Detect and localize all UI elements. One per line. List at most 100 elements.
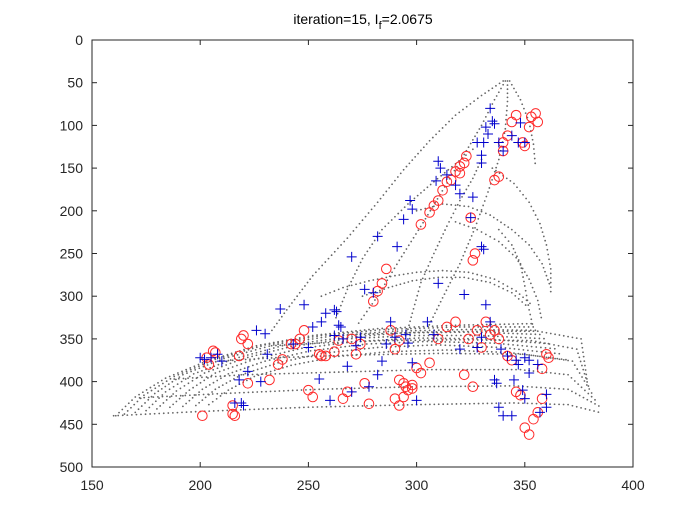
plus-marker [480,122,491,133]
y-tick-label: 300 [60,288,84,304]
mesh-dot [211,400,214,403]
mesh-dot [510,244,513,246]
mesh-dot [320,341,323,344]
mesh-dot [558,358,561,361]
mesh-dot [212,410,215,412]
mesh-dot [515,290,518,292]
mesh-dot [529,125,531,128]
mesh-dot [447,285,450,288]
circle-marker [454,167,466,179]
mesh-dot [531,323,534,325]
mesh-dot [387,339,390,342]
mesh-dot [530,354,533,357]
plus-marker [262,349,273,360]
mesh-dot [313,388,316,391]
mesh-dot [350,284,353,287]
mesh-dot [521,322,524,325]
mesh-dot [449,337,451,340]
mesh-dot [508,250,511,253]
mesh-dot [490,385,493,387]
mesh-dot [181,370,183,373]
mesh-dot [203,372,206,374]
mesh-dot [526,385,529,388]
mesh-dot [375,386,378,389]
mesh-dot [581,346,584,349]
mesh-dot [148,406,151,409]
mesh-dot [389,386,391,389]
mesh-dot [475,330,478,333]
mesh-dot [232,355,234,357]
mesh-dot [229,359,232,361]
mesh-dot [190,411,192,413]
mesh-dot [161,394,164,396]
mesh-dot [586,398,589,401]
mesh-dot [463,205,466,208]
mesh-dot [270,354,273,357]
mesh-dot [538,308,541,310]
mesh-dot [534,162,537,165]
mesh-dot [421,340,424,343]
mesh-dot [316,359,318,362]
mesh-dot [270,344,273,347]
mesh-dot [369,352,372,355]
mesh-dot [121,414,124,417]
mesh-dot [316,340,318,342]
mesh-dot [187,377,189,380]
mesh-dot [407,281,410,283]
mesh-dot [460,328,463,331]
mesh-dot [437,349,439,352]
mesh-dot [535,402,538,405]
mesh-dot [375,404,377,407]
mesh-dot [164,390,167,393]
mesh-dot [236,353,239,356]
mesh-dot [208,383,211,386]
plus-marker [491,378,502,389]
mesh-dot [235,370,238,372]
x-tick-label: 300 [405,477,429,493]
mesh-dot [405,350,408,353]
mesh-dot [185,411,188,414]
mesh-dot [442,403,445,406]
mesh-dot [529,282,532,285]
mesh-dot [499,385,502,387]
mesh-dot [369,353,371,356]
mesh-dot [239,368,242,371]
mesh-dot [430,368,433,371]
mesh-dot [214,388,217,391]
mesh-dot [283,356,286,359]
mesh-dot [309,278,312,281]
mesh-dot [408,331,411,334]
mesh-dot [524,112,527,114]
mesh-dot [464,385,467,388]
mesh-dot [245,351,248,354]
mesh-dot [273,369,276,372]
circle-marker [461,150,472,162]
mesh-dot [339,304,342,307]
plus-marker [496,344,506,355]
mesh-dot [513,182,515,185]
mesh-dot [240,373,243,376]
y-tick-label: 400 [60,374,84,390]
mesh-dot [496,335,499,338]
mesh-dot [156,408,158,410]
mesh-dot [463,224,466,226]
mesh-dot [470,328,472,331]
mesh-dot [498,82,501,85]
mesh-dot [432,326,435,329]
title-suffix: =2.0675 [382,11,433,27]
mesh-dot [489,342,491,344]
mesh-dot [395,326,397,329]
mesh-dot [247,391,250,394]
mesh-dot [390,327,393,329]
mesh-dot [416,194,419,197]
mesh-dot [324,355,326,357]
mesh-dot [455,403,458,405]
mesh-dot [493,328,495,331]
mesh-dot [408,162,411,165]
mesh-dot [291,302,293,304]
mesh-dot [349,233,352,236]
mesh-dot [580,406,582,409]
mesh-dot [227,389,230,392]
mesh-dot [365,310,368,313]
mesh-dot [549,372,552,374]
